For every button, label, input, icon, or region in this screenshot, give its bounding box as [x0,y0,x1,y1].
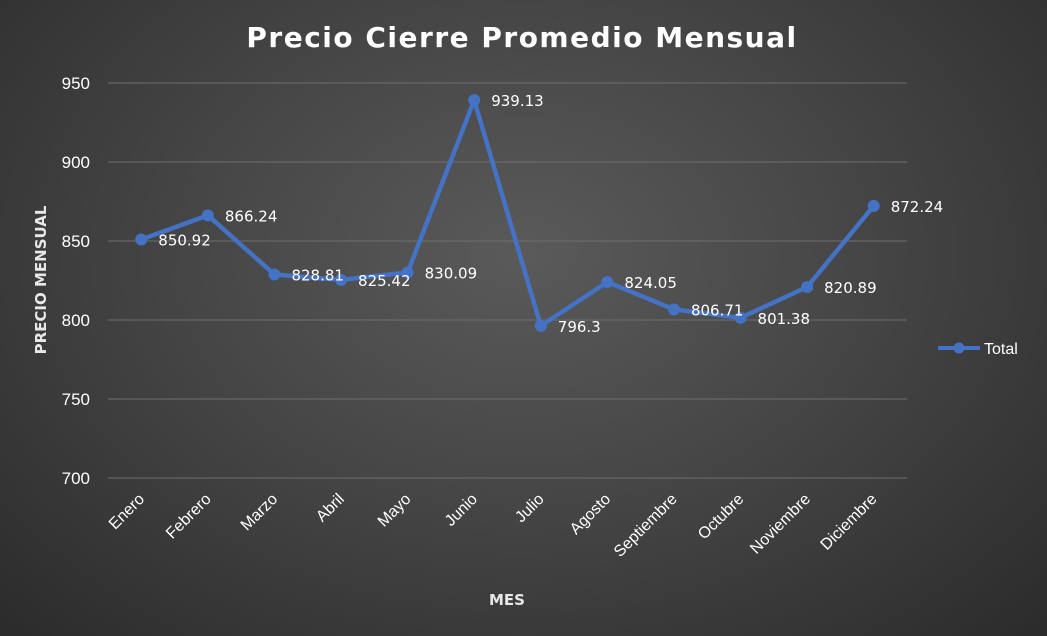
data-label: 872.24 [891,198,944,216]
data-label: 806.71 [691,301,744,319]
y-axis-tick-labels: 700 750 800 850 900 950 [62,74,90,488]
data-label: 825.42 [358,272,411,290]
y-axis-title: PRECIO MENSUAL [32,205,50,354]
x-tick-label: Marzo [238,491,282,535]
series-lines [139,97,876,329]
data-label: 820.89 [824,279,877,297]
data-point [268,268,281,281]
data-point [801,280,814,293]
x-tick-label: Septiembre [611,491,681,561]
data-markers [135,94,880,332]
legend: Total [938,341,1018,358]
legend-label-total: Total [984,341,1018,358]
y-tick-label: 800 [62,311,90,330]
data-point [534,319,547,332]
gridlines [108,82,907,479]
data-label: 828.81 [291,266,344,284]
data-label: 796.3 [558,318,601,336]
y-tick-label: 900 [62,153,90,172]
y-tick-label: 850 [62,232,90,251]
x-tick-label: Diciembre [818,491,881,554]
data-label: 830.09 [425,264,478,282]
x-tick-label: Mayo [375,491,415,531]
series-line-total [139,97,876,329]
x-tick-label: Julio [512,491,547,526]
x-tick-label: Febrero [163,491,215,543]
data-label: 866.24 [225,207,278,225]
y-tick-label: 750 [62,390,90,409]
chart-title: Precio Cierre Promedio Mensual [246,21,797,54]
data-point [135,233,148,246]
x-tick-label: Enero [106,491,148,533]
x-tick-label: Noviembre [747,491,814,558]
legend-marker-total [953,342,965,354]
data-point [401,266,414,279]
data-point [734,311,747,324]
data-point [335,273,348,286]
data-label: 801.38 [758,310,811,328]
data-point [867,199,880,212]
data-label: 850.92 [158,232,211,250]
data-label: 939.13 [491,92,544,110]
y-tick-label: 700 [62,469,90,488]
x-axis-tick-labels: Enero Febrero Marzo Abril Mayo Junio Julio Agos… [106,491,881,561]
x-tick-label: Junio [442,491,481,530]
x-tick-label: Abril [313,491,348,526]
data-labels: 850.92 866.24 828.81 825.42 830.09 939.13 796.… [158,92,943,336]
data-label: 824.05 [624,274,677,292]
x-tick-label: Agosto [567,491,614,538]
y-tick-label: 950 [62,74,90,93]
data-point [667,303,680,316]
data-point [468,94,481,107]
x-axis-title: MES [489,591,525,609]
x-tick-label: Octubre [695,491,747,543]
data-point [601,276,614,289]
data-point [201,209,214,222]
